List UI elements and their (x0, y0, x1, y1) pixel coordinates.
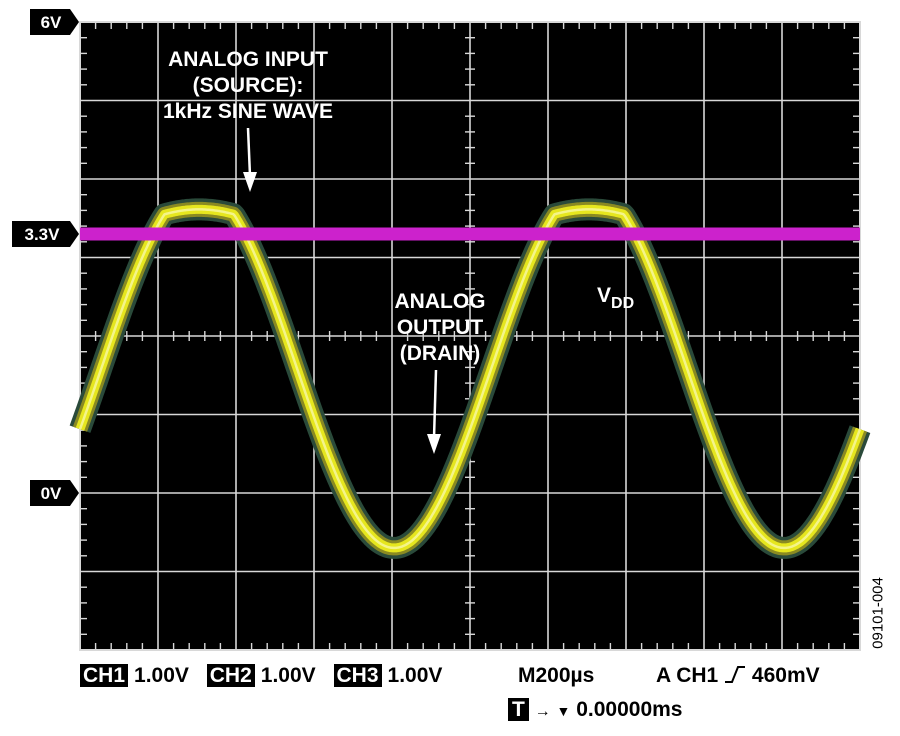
level-marker: 0V (30, 480, 79, 506)
vdd-annotation: VDD (597, 284, 634, 312)
figure-id: 09101-004 (866, 563, 890, 663)
input-annotation: ANALOG INPUT (SOURCE): 1kHz SINE WAVE (163, 48, 333, 192)
output-arrow-head (427, 434, 441, 454)
level-marker-tag (12, 220, 79, 247)
grid (79, 21, 861, 651)
output-annotation-line-2: OUTPUT (397, 316, 484, 339)
vdd-main: V (597, 284, 611, 307)
vdd-subscript: DD (611, 295, 634, 312)
output-arrow-shaft (432, 369, 438, 439)
level-marker-tag (30, 9, 79, 35)
figure-id-text: 09101-004 (869, 577, 887, 649)
traces (69, 198, 871, 559)
trigger-position: 0.00000ms (576, 698, 683, 721)
plot-border (79, 21, 861, 651)
output-annotation-line-1: ANALOG (395, 290, 486, 313)
level-marker: 3.3V (12, 220, 79, 247)
ch2-label: CH2 (206, 664, 255, 687)
input-annotation-line-2: (SOURCE): (193, 74, 304, 97)
input-annotation-line-3: 1kHz SINE WAVE (163, 100, 333, 123)
output-annotation-line-3: (DRAIN) (400, 342, 480, 365)
trigger-readout: A CH1 460mV (656, 664, 820, 688)
input-annotation-line-1: ANALOG INPUT (168, 48, 328, 71)
level-marker-label: 3.3V (25, 225, 61, 244)
ch1-label: CH1 (80, 664, 129, 687)
ch3-label: CH3 (333, 664, 382, 687)
ch3-scale: 1.00V (387, 664, 443, 687)
ch2-scale: 1.00V (260, 664, 316, 687)
ch1-scale: 1.00V (134, 664, 189, 687)
rising-edge-icon (725, 666, 746, 683)
output-annotation: ANALOG OUTPUT (DRAIN) (395, 290, 486, 454)
vdd-label: VDD (597, 284, 634, 312)
trigger-source: A CH1 (656, 664, 719, 687)
level-marker-tag (30, 480, 79, 506)
timebase-readout: M200µs (518, 664, 595, 687)
ch1-trace-core (78, 208, 862, 550)
level-marker-label: 6V (41, 13, 62, 32)
input-arrow-head (243, 172, 257, 192)
level-markers: 6V 3.3V 0V (12, 9, 79, 506)
channel-status-row: CH1 1.00V CH2 1.00V CH3 1.00V (80, 664, 442, 688)
level-marker-label: 0V (41, 484, 62, 503)
right-arrow-icon: → (534, 703, 551, 720)
t-label: T (508, 698, 529, 721)
input-arrow-shaft (246, 127, 252, 177)
level-marker: 6V (30, 9, 79, 35)
trigger-position-readout: T → ▼ 0.00000ms (508, 698, 682, 722)
down-triangle-icon: ▼ (556, 703, 571, 719)
trigger-level: 460mV (751, 664, 820, 687)
